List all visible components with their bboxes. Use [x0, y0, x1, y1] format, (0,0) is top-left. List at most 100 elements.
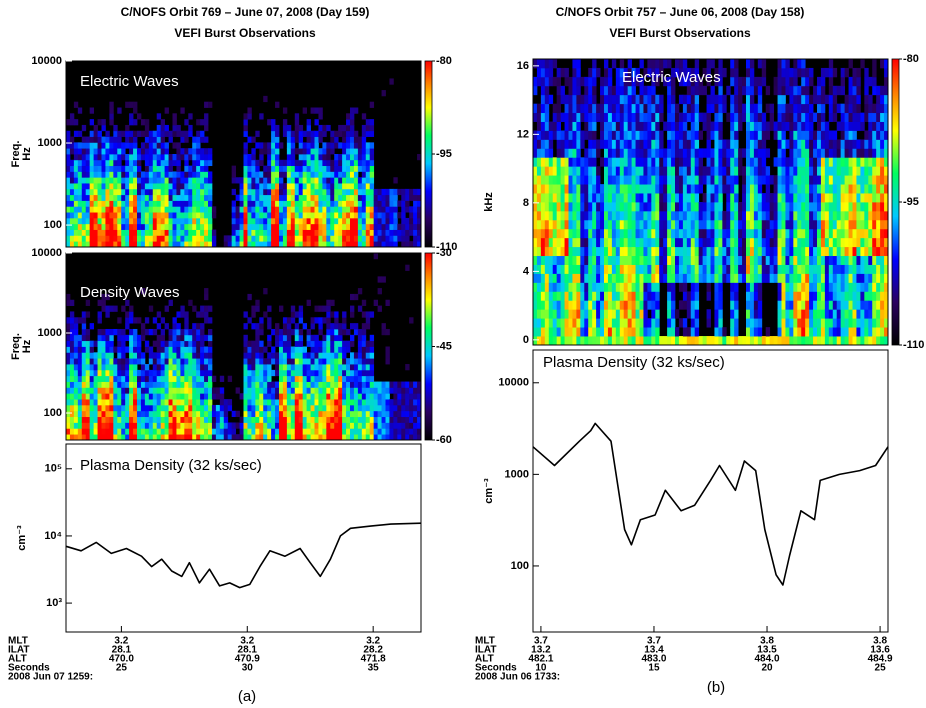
spectrogram-cell [773, 336, 778, 346]
spectrogram-cell [180, 358, 185, 365]
spectrogram-cell [318, 381, 323, 388]
spectrogram-cell [533, 282, 538, 292]
spectrogram-cell [69, 381, 75, 388]
spectrogram-cell [81, 358, 87, 365]
spectrogram-cell [318, 369, 323, 377]
spectrogram-cell [607, 202, 613, 212]
spectrogram-cell [714, 255, 719, 265]
spectrogram-cell [81, 165, 87, 172]
spectrogram-cell [239, 177, 244, 184]
spectrogram-cell [397, 200, 402, 207]
spectrogram-cell [97, 317, 102, 324]
spectrogram-cell [604, 202, 609, 212]
spectrogram-cell [572, 255, 577, 265]
spectrogram-cell [777, 121, 782, 131]
spectrogram-cell [393, 422, 398, 429]
spectrogram-cell [223, 241, 229, 248]
spectrogram-cell [761, 59, 767, 69]
spectrogram-cell [777, 166, 782, 176]
spectrogram-cell [757, 291, 763, 301]
spectrogram-cell [615, 202, 621, 212]
spectrogram-cell [318, 154, 323, 161]
spectrogram-cell [125, 299, 130, 306]
spectrogram-cell [635, 121, 640, 131]
spectrogram-cell [298, 311, 304, 318]
spectrogram-cell [576, 291, 581, 301]
spectrogram-cell [85, 171, 91, 178]
spectrogram-cell [251, 241, 256, 248]
spectrogram-cell [101, 217, 106, 225]
spectrogram-cell [706, 130, 711, 140]
spectrogram-cell [675, 255, 680, 265]
spectrogram-cell [338, 142, 343, 149]
spectrogram-cell [164, 124, 169, 132]
spectrogram-cell [66, 317, 71, 324]
spectrogram-cell [738, 112, 743, 122]
spectrogram-cell [204, 428, 209, 435]
spectrogram-cell [192, 399, 197, 406]
spectrogram-cell [144, 416, 150, 423]
spectrogram-cell [243, 148, 248, 155]
spectrogram-cell [682, 202, 688, 212]
spectrogram-cell [734, 309, 739, 319]
spectrogram-cell [753, 300, 759, 310]
spectrogram-cell [208, 194, 213, 201]
spectrogram-cell [651, 219, 656, 230]
spectrogram-cell [192, 422, 197, 429]
spectrogram-cell [385, 387, 390, 394]
spectrogram-cell [105, 188, 110, 196]
spectrogram-cell [552, 228, 558, 239]
spectrogram-cell [635, 202, 640, 212]
spectrogram-cell [761, 67, 767, 78]
spectrogram-cell [89, 416, 95, 423]
spectrogram-cell [259, 428, 264, 435]
spectrogram-cell [655, 103, 660, 114]
spectrogram-cell [596, 273, 601, 283]
spectrogram-cell [742, 166, 747, 176]
spectrogram-cell [592, 237, 597, 248]
spectrogram-cell [306, 136, 311, 143]
spectrogram-cell [192, 229, 197, 236]
spectrogram-cell [140, 130, 146, 137]
spectrogram-cell [365, 323, 371, 330]
spectrogram-cell [334, 375, 339, 382]
spectrogram-cell [330, 194, 335, 201]
spectrogram-cell [698, 76, 704, 87]
spectrogram-cell [184, 404, 189, 412]
spectrogram-cell [346, 188, 351, 196]
spectrogram-cell [373, 229, 379, 236]
spectrogram-cell [761, 228, 767, 239]
spectrogram-cell [753, 318, 759, 328]
spectrogram-cell [369, 212, 375, 219]
spectrogram-cell [659, 273, 664, 283]
spectrogram-cell [675, 139, 680, 149]
spectrogram-cell [255, 194, 260, 201]
spectrogram-cell [286, 399, 292, 406]
spectrogram-cell [263, 393, 268, 400]
spectrogram-cell [172, 416, 177, 423]
spectrogram-cell [389, 416, 394, 423]
spectrogram-cell [204, 293, 209, 301]
spectrogram-cell [204, 317, 209, 324]
spectrogram-cell [686, 264, 692, 274]
spectrogram-cell [279, 165, 284, 172]
spectrogram-cell [137, 194, 142, 201]
spectrogram-cell [263, 369, 268, 377]
spectrogram-cell [196, 119, 201, 126]
spectrogram-cell [129, 364, 134, 371]
spectrogram-cell [353, 369, 359, 377]
spectrogram-cell [318, 241, 323, 248]
spectrogram-cell [77, 154, 83, 161]
spectrogram-cell [318, 323, 323, 330]
spectrogram-cell [604, 300, 609, 310]
spectrogram-cell [746, 291, 751, 301]
spectrogram-cell [200, 399, 205, 406]
spectrogram-cell [389, 194, 394, 201]
spectrogram-cell [544, 336, 550, 346]
spectrogram-cell [659, 184, 664, 194]
spectrogram-cell [200, 305, 205, 312]
spectrogram-cell [109, 194, 114, 201]
spectrogram-cell [156, 183, 162, 190]
spectrogram-cell [113, 165, 118, 172]
spectrogram-cell [298, 399, 304, 406]
